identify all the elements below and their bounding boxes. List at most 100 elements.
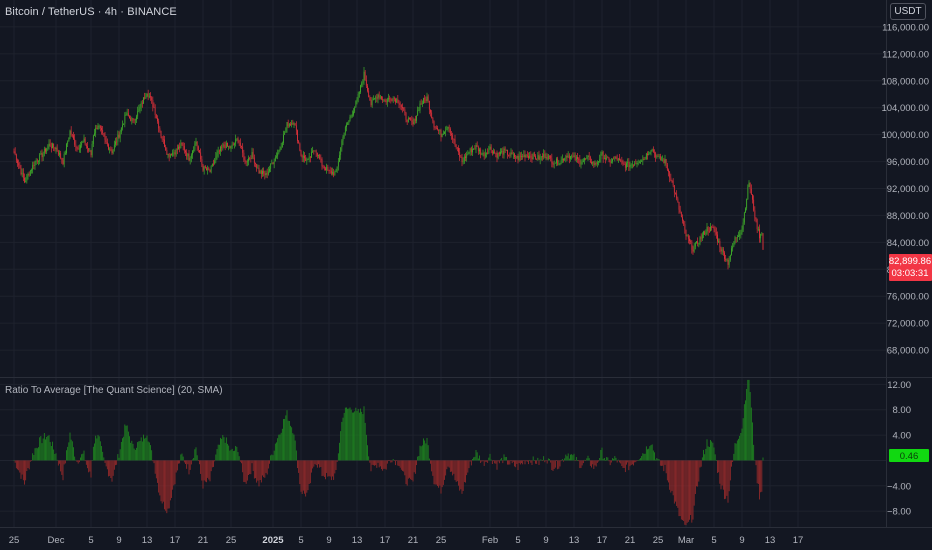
histogram-bar	[655, 459, 657, 461]
candle-body	[108, 144, 109, 150]
candle-body	[566, 156, 568, 158]
histogram-bar	[624, 460, 626, 473]
histogram-bar	[218, 444, 220, 461]
histogram-bar	[437, 460, 438, 486]
candle-body	[739, 234, 741, 237]
candle-body	[446, 127, 448, 131]
candle-body	[308, 156, 310, 160]
histogram-bar	[306, 460, 308, 493]
candle-body	[487, 152, 489, 154]
candle-body	[444, 131, 445, 134]
candle-body	[362, 81, 364, 84]
candle-body	[266, 173, 268, 175]
candle-body	[279, 149, 281, 151]
histogram-bar	[486, 460, 487, 462]
histogram-bar	[704, 454, 706, 461]
histogram-bar	[364, 422, 366, 461]
histogram-bar	[687, 460, 689, 522]
histogram-bar	[309, 460, 311, 484]
histogram-bar	[694, 460, 696, 495]
histogram-bar	[98, 436, 100, 461]
price-tick-label: 108,000.00	[881, 76, 929, 87]
histogram-bar	[88, 460, 90, 473]
histogram-bar	[431, 460, 433, 472]
histogram-bar	[40, 436, 42, 461]
candle-body	[732, 246, 734, 249]
indicator-title[interactable]: Ratio To Average [The Quant Science] (20…	[5, 385, 223, 396]
histogram-bar	[115, 460, 116, 466]
candle-body	[502, 150, 504, 155]
histogram-bar	[166, 460, 168, 514]
histogram-bar	[479, 455, 480, 461]
histogram-bar	[355, 407, 357, 461]
candle-body	[267, 171, 269, 175]
candle-body	[75, 144, 77, 147]
price-tick-label: 68,000.00	[887, 346, 929, 357]
candle-body	[581, 162, 583, 164]
histogram-bar	[52, 441, 53, 461]
histogram-bar	[276, 442, 277, 461]
histogram-bar	[638, 459, 640, 461]
candle-body	[162, 139, 164, 141]
histogram-bar	[277, 438, 279, 461]
candle-body	[101, 127, 102, 131]
histogram-bar	[448, 460, 450, 468]
time-tick-label: 17	[793, 535, 804, 546]
candle-body	[687, 235, 689, 239]
histogram-bar	[393, 460, 395, 462]
histogram-bar	[186, 460, 188, 469]
candle-body	[110, 149, 112, 151]
histogram-bar	[516, 460, 518, 464]
candle-body	[553, 163, 555, 165]
candle-body	[61, 157, 63, 161]
candle-body	[554, 162, 556, 164]
histogram-bar	[601, 447, 603, 461]
candle-body	[699, 237, 701, 244]
histogram-bar	[537, 457, 539, 461]
candle-body	[174, 152, 176, 155]
candle-body	[602, 152, 604, 159]
histogram-bar	[141, 441, 143, 461]
indicator-axis[interactable]: −8.00 −4.00 4.00 8.00 12.00	[887, 380, 911, 518]
histogram-bar	[197, 460, 199, 462]
candle-body	[669, 171, 671, 178]
histogram-bar	[144, 438, 146, 461]
candle-body	[178, 146, 179, 150]
indicator-tick-label: −4.00	[887, 481, 911, 492]
candle-body	[334, 172, 336, 176]
histogram-bar	[721, 460, 723, 486]
time-axis[interactable]: 25 Dec 5 9 13 17 21 25 2025 5 9 13 17 21 25 Feb 5 9 13 17 21…	[9, 535, 804, 546]
candle-body	[448, 126, 450, 129]
candle-body	[754, 210, 756, 218]
histogram-bar	[204, 460, 206, 482]
candle-body	[414, 118, 416, 121]
histogram-bar	[592, 460, 594, 465]
histogram-bar	[591, 460, 592, 468]
histogram-bar	[629, 460, 631, 467]
candle-body	[389, 98, 391, 100]
currency-button[interactable]: USDT	[890, 3, 926, 20]
histogram-bar	[33, 454, 35, 461]
histogram-bar	[31, 460, 32, 462]
histogram-bar	[294, 440, 296, 461]
candle-body	[117, 134, 119, 142]
histogram-bar	[322, 460, 324, 476]
candle-body	[460, 156, 462, 158]
symbol-title[interactable]: Bitcoin / TetherUS · 4h · BINANCE	[5, 6, 177, 18]
histogram-bar	[78, 460, 80, 463]
histogram-bar	[90, 460, 92, 478]
candle-body	[175, 148, 177, 155]
histogram-bar	[705, 448, 707, 461]
histogram-bar	[295, 450, 297, 461]
candle-body	[680, 212, 682, 218]
time-tick-label: Dec	[48, 535, 65, 546]
candle-body	[715, 232, 717, 235]
candle-body	[195, 141, 197, 144]
candle-body	[596, 162, 598, 165]
candle-body	[577, 157, 578, 159]
candle-body	[392, 98, 394, 101]
candle-body	[76, 146, 78, 149]
candle-body	[705, 232, 707, 235]
candle-body	[356, 99, 358, 102]
